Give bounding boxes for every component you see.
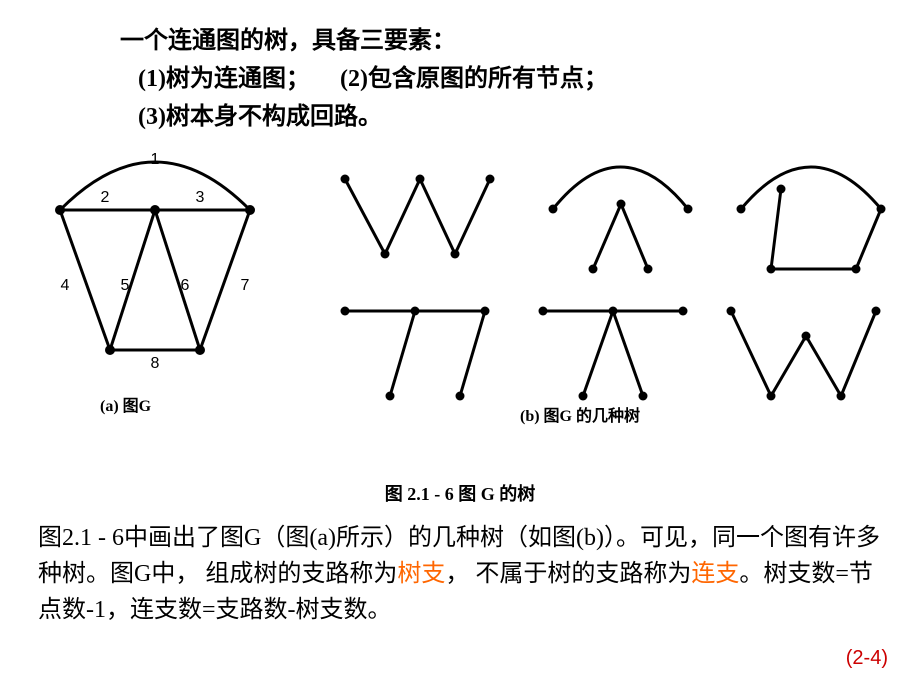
tree-thumbnail	[320, 154, 510, 284]
svg-text:8: 8	[151, 355, 160, 372]
svg-text:4: 4	[61, 277, 70, 294]
tree-thumbnail	[320, 286, 510, 416]
svg-text:3: 3	[196, 189, 205, 206]
intro-block: 一个连通图的树，具备三要素： (1)树为连通图； (2)包含原图的所有节点； (…	[120, 22, 820, 136]
intro-item-2: (2)包含原图的所有节点；	[340, 66, 608, 92]
figure-area: 1 2 3 4 5 6 7 8 (a) 图G (b) 图G 的几种树	[0, 150, 920, 430]
intro-line2: (1)树为连通图； (2)包含原图的所有节点；	[138, 60, 820, 98]
intro-line3: (3)树本身不构成回路。	[138, 98, 820, 136]
graph-g-svg: 1 2 3 4 5 6 7 8	[20, 150, 300, 380]
body-hl-tree-branch: 树支	[397, 561, 445, 587]
body-paragraph: 图2.1 - 6中画出了图G（图(a)所示）的几种树（如图(b)）。可见，同一个…	[38, 520, 882, 628]
intro-line1: 一个连通图的树，具备三要素：	[120, 22, 820, 60]
svg-text:7: 7	[241, 277, 250, 294]
svg-text:5: 5	[121, 277, 130, 294]
body-seg2: ， 不属于树的支路称为	[445, 561, 691, 587]
tree-thumbnail	[513, 154, 703, 284]
intro-item-1: (1)树为连通图；	[138, 66, 310, 92]
graph-g-caption: (a) 图G	[100, 392, 151, 416]
page-number: (2-4)	[846, 647, 888, 670]
svg-text:6: 6	[181, 277, 190, 294]
tree-thumbnail	[706, 154, 896, 284]
page-root: 一个连通图的树，具备三要素： (1)树为连通图； (2)包含原图的所有节点； (…	[0, 0, 920, 690]
figure-caption: 图 2.1 - 6 图 G 的树	[0, 480, 920, 506]
tree-thumbnail	[513, 286, 703, 416]
svg-text:1: 1	[151, 151, 160, 168]
trees-caption: (b) 图G 的几种树	[520, 402, 640, 426]
tree-thumbnail	[706, 286, 896, 416]
body-hl-link-branch: 连支	[691, 561, 739, 587]
svg-text:2: 2	[101, 189, 110, 206]
